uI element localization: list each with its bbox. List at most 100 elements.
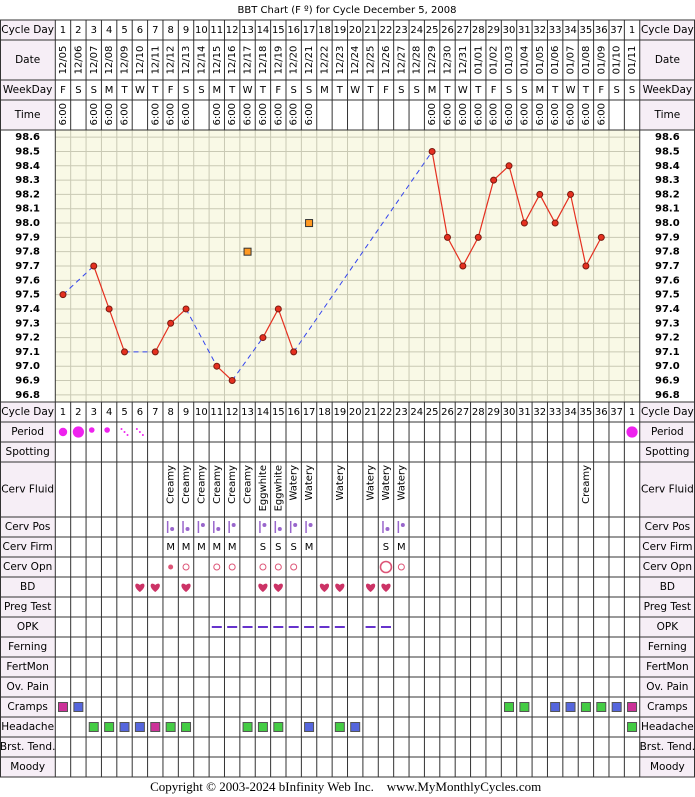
cerv-fluid: Creamy <box>227 465 238 504</box>
headache-mark <box>334 722 345 732</box>
cerv-opn <box>259 563 267 571</box>
cramps-mark <box>73 702 84 712</box>
cycle-day: 8 <box>167 25 173 36</box>
cerv-fluid: Watery <box>304 465 315 501</box>
weekday: F <box>598 85 604 96</box>
temp-point <box>290 348 298 356</box>
y-tick-label: 98.2 <box>655 189 680 200</box>
weekday: T <box>367 85 375 96</box>
bd-heart <box>319 583 330 592</box>
date: 12/21 <box>304 46 315 75</box>
weekday: S <box>291 85 297 96</box>
cycle-day: 25 <box>426 25 439 36</box>
cycle-day: 16 <box>287 25 300 36</box>
time: 6:00 <box>150 103 161 125</box>
cycle-day: 24 <box>410 407 423 418</box>
cerv-opn <box>213 563 221 571</box>
period-mark <box>104 427 110 433</box>
headache-mark <box>304 722 315 732</box>
headache-mark <box>242 722 253 732</box>
row-label: Ferning <box>8 641 47 653</box>
row-label: Preg Test <box>644 601 691 613</box>
cycle-day: 35 <box>580 25 593 36</box>
cerv-fluid: Eggwhite <box>273 465 284 511</box>
weekday: S <box>198 85 204 96</box>
cycle-day: 26 <box>441 407 454 418</box>
time: 6:00 <box>258 103 269 125</box>
y-tick-label: 97.0 <box>15 361 40 372</box>
y-tick-label: 97.1 <box>15 347 40 358</box>
row-label: Cerv Firm <box>3 541 53 553</box>
y-tick-label: 97.7 <box>655 261 680 272</box>
temp-point <box>59 291 67 299</box>
cycle-day: 10 <box>195 25 208 36</box>
cycle-day: 28 <box>472 25 485 36</box>
cycle-day: 26 <box>441 25 454 36</box>
cerv-opn <box>168 564 174 570</box>
cycle-day: 33 <box>549 25 562 36</box>
label-cell <box>0 557 56 577</box>
label-cell <box>0 80 56 100</box>
weekday: W <box>243 85 253 96</box>
cerv-firm: M <box>397 542 406 553</box>
label-cell <box>639 697 695 717</box>
chart-title: BBT Chart (F º) for Cycle December 5, 20… <box>238 5 457 16</box>
cerv-fluid: Watery <box>366 465 377 501</box>
temp-point <box>597 233 605 241</box>
cycle-day: 23 <box>395 407 408 418</box>
weekday: S <box>613 85 619 96</box>
label-cell <box>0 402 56 422</box>
date: 12/05 <box>58 46 69 75</box>
cycle-day: 23 <box>395 25 408 36</box>
date: 12/28 <box>412 46 423 75</box>
cramps-mark <box>57 702 68 712</box>
date: 01/03 <box>504 46 515 75</box>
label-cell <box>639 80 695 100</box>
cerv-fluid: Creamy <box>166 465 177 504</box>
bd-heart <box>181 583 191 592</box>
cycle-day: 27 <box>457 25 470 36</box>
date: 01/01 <box>473 46 484 75</box>
cycle-day: 13 <box>241 407 254 418</box>
excluded-point <box>305 219 314 228</box>
row-label: Date <box>15 54 40 66</box>
cycle-day: 9 <box>183 407 189 418</box>
temp-point <box>90 262 98 270</box>
date: 12/12 <box>166 46 177 75</box>
cycle-day: 5 <box>121 407 127 418</box>
cerv-opn <box>397 563 405 571</box>
cycle-day: 22 <box>380 407 393 418</box>
date: 12/23 <box>335 46 346 75</box>
time: 6:00 <box>227 103 238 125</box>
label-cell <box>639 517 695 537</box>
headache-mark <box>88 722 99 732</box>
time: 6:00 <box>535 103 546 125</box>
y-tick-label: 97.4 <box>15 304 40 315</box>
y-tick-label: 98.2 <box>15 189 40 200</box>
cerv-firm: M <box>305 542 314 553</box>
row-label: Time <box>14 109 41 121</box>
weekday: T <box>228 85 236 96</box>
row-label: Time <box>654 109 681 121</box>
temp-point <box>567 190 575 198</box>
temp-point <box>428 147 436 155</box>
cycle-day: 34 <box>564 25 577 36</box>
y-tick-label: 97.2 <box>15 333 40 344</box>
weekday: W <box>350 85 360 96</box>
cycle-day: 3 <box>91 25 97 36</box>
y-tick-label: 98.3 <box>15 175 40 186</box>
cerv-firm: S <box>291 542 297 553</box>
cerv-firm: M <box>228 542 237 553</box>
label-cell <box>0 697 56 717</box>
label-cell <box>0 757 56 777</box>
cycle-day: 1 <box>60 25 66 36</box>
cycle-day: 31 <box>518 407 531 418</box>
temp-point <box>182 305 190 313</box>
row-label: Cramps <box>647 701 687 713</box>
cerv-opn <box>182 563 190 571</box>
temp-point <box>151 348 159 356</box>
time: 6:00 <box>458 103 469 125</box>
cycle-day: 11 <box>210 25 223 36</box>
cycle-day: 18 <box>318 25 331 36</box>
label-cell <box>0 597 56 617</box>
